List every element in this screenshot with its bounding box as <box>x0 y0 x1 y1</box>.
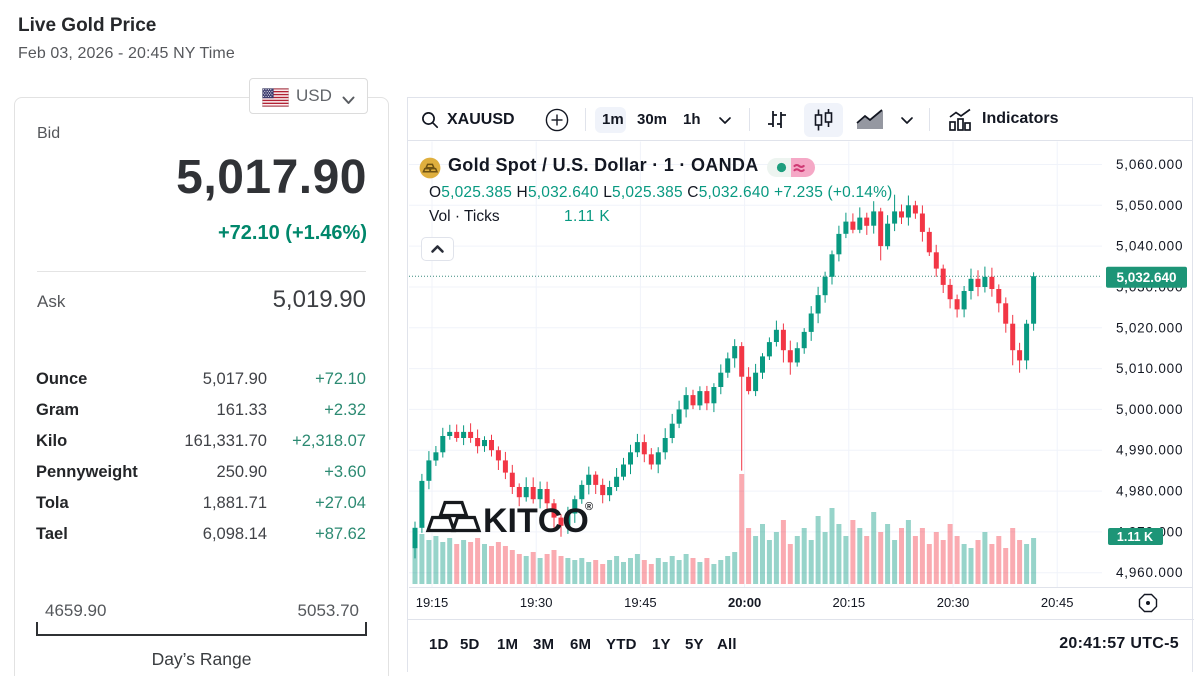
svg-text:4,980.000: 4,980.000 <box>1116 484 1183 499</box>
svg-text:4,990.000: 4,990.000 <box>1116 443 1183 458</box>
svg-text:®: ® <box>585 501 593 513</box>
svg-text:5,000.000: 5,000.000 <box>1116 402 1183 417</box>
svg-text:19:30: 19:30 <box>520 595 553 610</box>
svg-text:20:45: 20:45 <box>1041 595 1074 610</box>
svg-text:5,020.000: 5,020.000 <box>1116 320 1183 335</box>
svg-text:20:30: 20:30 <box>937 595 970 610</box>
svg-text:20:00: 20:00 <box>728 595 761 610</box>
svg-text:5,032.640: 5,032.640 <box>1116 270 1176 285</box>
svg-text:4,960.000: 4,960.000 <box>1116 565 1183 580</box>
svg-text:5,050.000: 5,050.000 <box>1116 198 1183 213</box>
svg-text:20:15: 20:15 <box>833 595 866 610</box>
svg-text:19:45: 19:45 <box>624 595 657 610</box>
svg-text:5,010.000: 5,010.000 <box>1116 361 1183 376</box>
svg-text:19:15: 19:15 <box>416 595 449 610</box>
svg-text:1.11 K: 1.11 K <box>1117 530 1153 544</box>
svg-text:5,040.000: 5,040.000 <box>1116 239 1183 254</box>
svg-text:KITCO: KITCO <box>483 502 589 540</box>
svg-text:5,060.000: 5,060.000 <box>1116 157 1183 172</box>
